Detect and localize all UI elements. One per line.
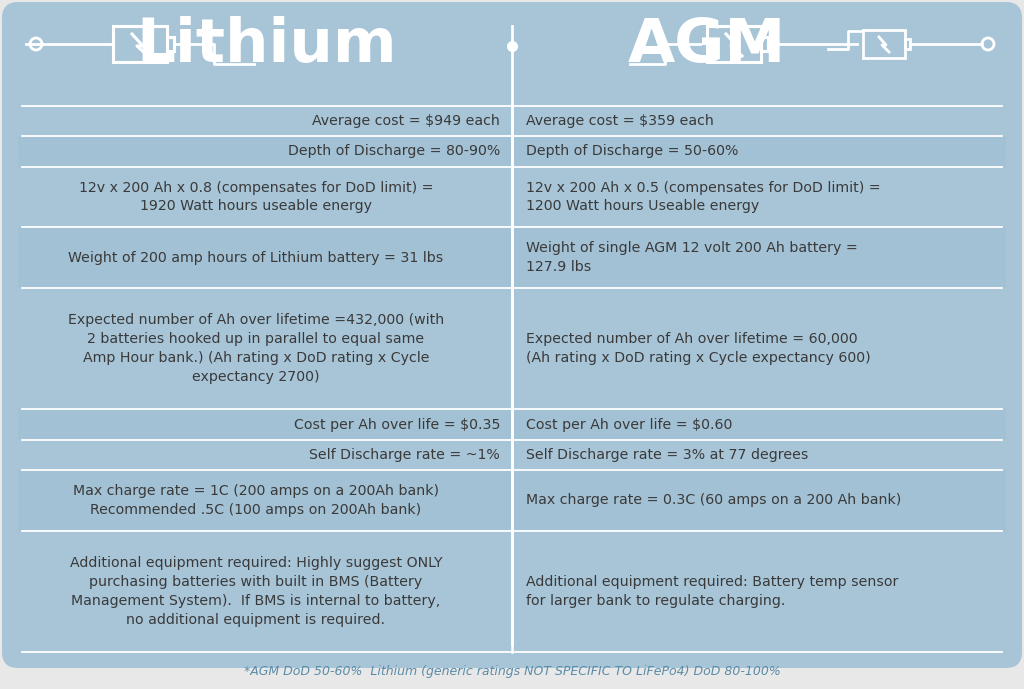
Bar [863, 30, 905, 58]
Text: Max charge rate = 1C (200 amps on a 200Ah bank)
Recommended .5C (100 amps on 200: Max charge rate = 1C (200 amps on a 200A… [73, 484, 439, 517]
Text: Additional equipment required: Highly suggest ONLY
purchasing batteries with bui: Additional equipment required: Highly su… [70, 556, 442, 627]
Text: Self Discharge rate = ~1%: Self Discharge rate = ~1% [309, 448, 500, 462]
Text: Weight of single AGM 12 volt 200 Ah battery =
127.9 lbs: Weight of single AGM 12 volt 200 Ah batt… [526, 241, 858, 274]
Text: Self Discharge rate = 3% at 77 degrees: Self Discharge rate = 3% at 77 degrees [526, 448, 808, 462]
Text: Expected number of Ah over lifetime = 60,000
(Ah rating x DoD rating x Cycle exp: Expected number of Ah over lifetime = 60… [526, 332, 870, 365]
Text: Average cost = $949 each: Average cost = $949 each [312, 114, 500, 128]
Bar [167, 37, 174, 51]
Bar [18, 409, 1006, 440]
Text: Cost per Ah over life = $0.60: Cost per Ah over life = $0.60 [526, 418, 732, 431]
Text: Max charge rate = 0.3C (60 amps on a 200 Ah bank): Max charge rate = 0.3C (60 amps on a 200… [526, 493, 901, 507]
Text: Average cost = $359 each: Average cost = $359 each [526, 114, 714, 128]
Bar [761, 37, 768, 51]
Bar [113, 26, 167, 62]
Text: Weight of 200 amp hours of Lithium battery = 31 lbs: Weight of 200 amp hours of Lithium batte… [69, 251, 443, 265]
Text: *AGM DoD 50-60%  Lithium (generic ratings NOT SPECIFIC TO LiFePo4) DoD 80-100%: *AGM DoD 50-60% Lithium (generic ratings… [244, 664, 780, 677]
FancyBboxPatch shape [2, 2, 1022, 668]
Bar [707, 26, 761, 62]
Text: Expected number of Ah over lifetime =432,000 (with
2 batteries hooked up in para: Expected number of Ah over lifetime =432… [68, 313, 444, 384]
Text: Cost per Ah over life = $0.35: Cost per Ah over life = $0.35 [294, 418, 500, 431]
Bar [905, 39, 910, 49]
Text: 12v x 200 Ah x 0.5 (compensates for DoD limit) =
1200 Watt hours Useable energy: 12v x 200 Ah x 0.5 (compensates for DoD … [526, 181, 881, 214]
Text: AGM: AGM [628, 17, 785, 75]
Bar [18, 227, 1006, 288]
Bar [18, 136, 1006, 167]
Text: Lithium: Lithium [136, 17, 396, 75]
Text: Additional equipment required: Battery temp sensor
for larger bank to regulate c: Additional equipment required: Battery t… [526, 575, 898, 608]
Bar [18, 470, 1006, 531]
Text: Depth of Discharge = 80-90%: Depth of Discharge = 80-90% [288, 145, 500, 158]
Text: Depth of Discharge = 50-60%: Depth of Discharge = 50-60% [526, 145, 738, 158]
Text: 12v x 200 Ah x 0.8 (compensates for DoD limit) =
1920 Watt hours useable energy: 12v x 200 Ah x 0.8 (compensates for DoD … [79, 181, 433, 214]
